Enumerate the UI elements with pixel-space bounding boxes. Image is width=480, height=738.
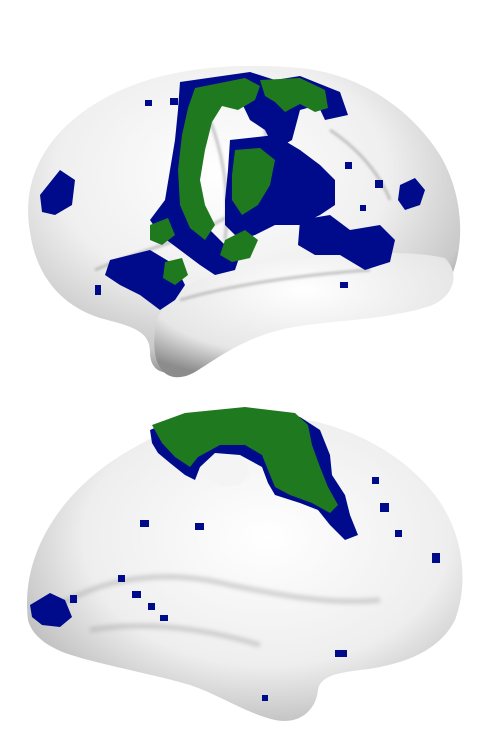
lateral-view <box>28 65 461 378</box>
activation-green <box>150 78 328 285</box>
medial-view <box>0 395 480 738</box>
activation-gap <box>205 457 250 487</box>
medial-activation-green <box>152 407 338 513</box>
medial-folds <box>58 574 381 648</box>
temporal-lobe <box>154 253 454 378</box>
medial-hemisphere-svg <box>26 407 463 721</box>
medial-cortex <box>26 414 463 721</box>
lateral-hemisphere-svg <box>28 65 461 378</box>
